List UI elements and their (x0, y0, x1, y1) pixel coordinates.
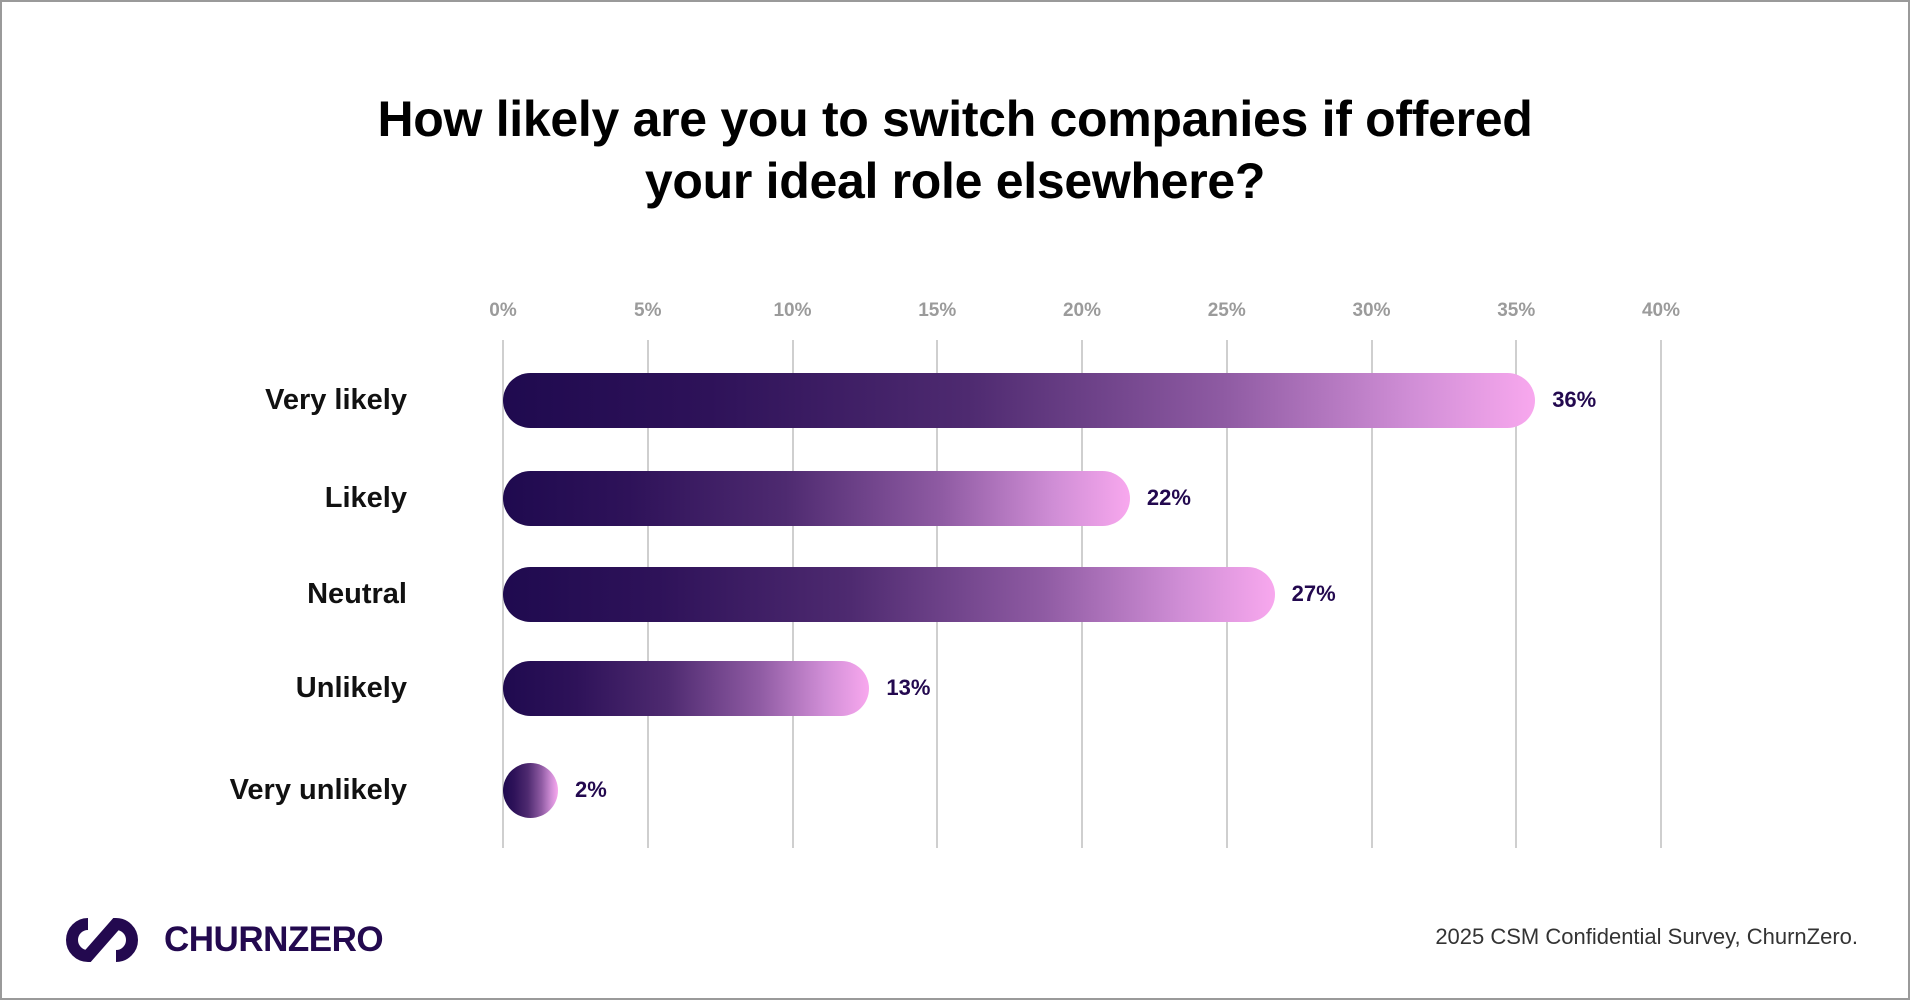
bar-value-label: 27% (1291, 581, 1336, 606)
chart-title-line-2: your ideal role elsewhere? (644, 153, 1266, 209)
bar-value-label: 2% (575, 777, 607, 802)
category-label: Very likely (265, 384, 407, 416)
x-tick-label: 30% (1352, 300, 1391, 321)
bar (503, 373, 1536, 428)
x-tick-label: 20% (1062, 300, 1102, 321)
x-tick-label: 15% (918, 300, 957, 321)
churnzero-logo: CHURNZERO (54, 912, 384, 968)
bar (503, 661, 870, 716)
category-label: Neutral (307, 578, 407, 610)
category-label: Likely (324, 482, 407, 514)
bar (503, 471, 1130, 526)
category-label: Unlikely (295, 672, 407, 704)
x-tick-label: 25% (1207, 300, 1246, 321)
x-tick-label: 35% (1497, 300, 1536, 321)
bar (503, 567, 1275, 622)
infinity-logo-icon (66, 917, 138, 963)
x-tick-label: 10% (773, 300, 812, 321)
x-tick-label: 0% (489, 300, 517, 321)
gridline (1370, 340, 1373, 848)
x-tick-label: 40% (1641, 300, 1681, 321)
logo-wordmark: CHURNZERO (164, 920, 384, 959)
bar (503, 763, 558, 818)
x-tick-label: 5% (634, 300, 662, 321)
category-label: Very unlikely (229, 774, 407, 806)
gridline (1515, 340, 1518, 848)
bar-value-label: 13% (886, 675, 931, 700)
bar-value-label: 22% (1146, 485, 1191, 510)
chart-title: How likely are you to switch companies i… (0, 88, 1910, 212)
gridline (1660, 340, 1662, 848)
source-note: 2025 CSM Confidential Survey, ChurnZero. (1435, 924, 1858, 949)
chart-title-line-1: How likely are you to switch companies i… (377, 91, 1533, 147)
bar-value-label: 36% (1552, 387, 1597, 412)
